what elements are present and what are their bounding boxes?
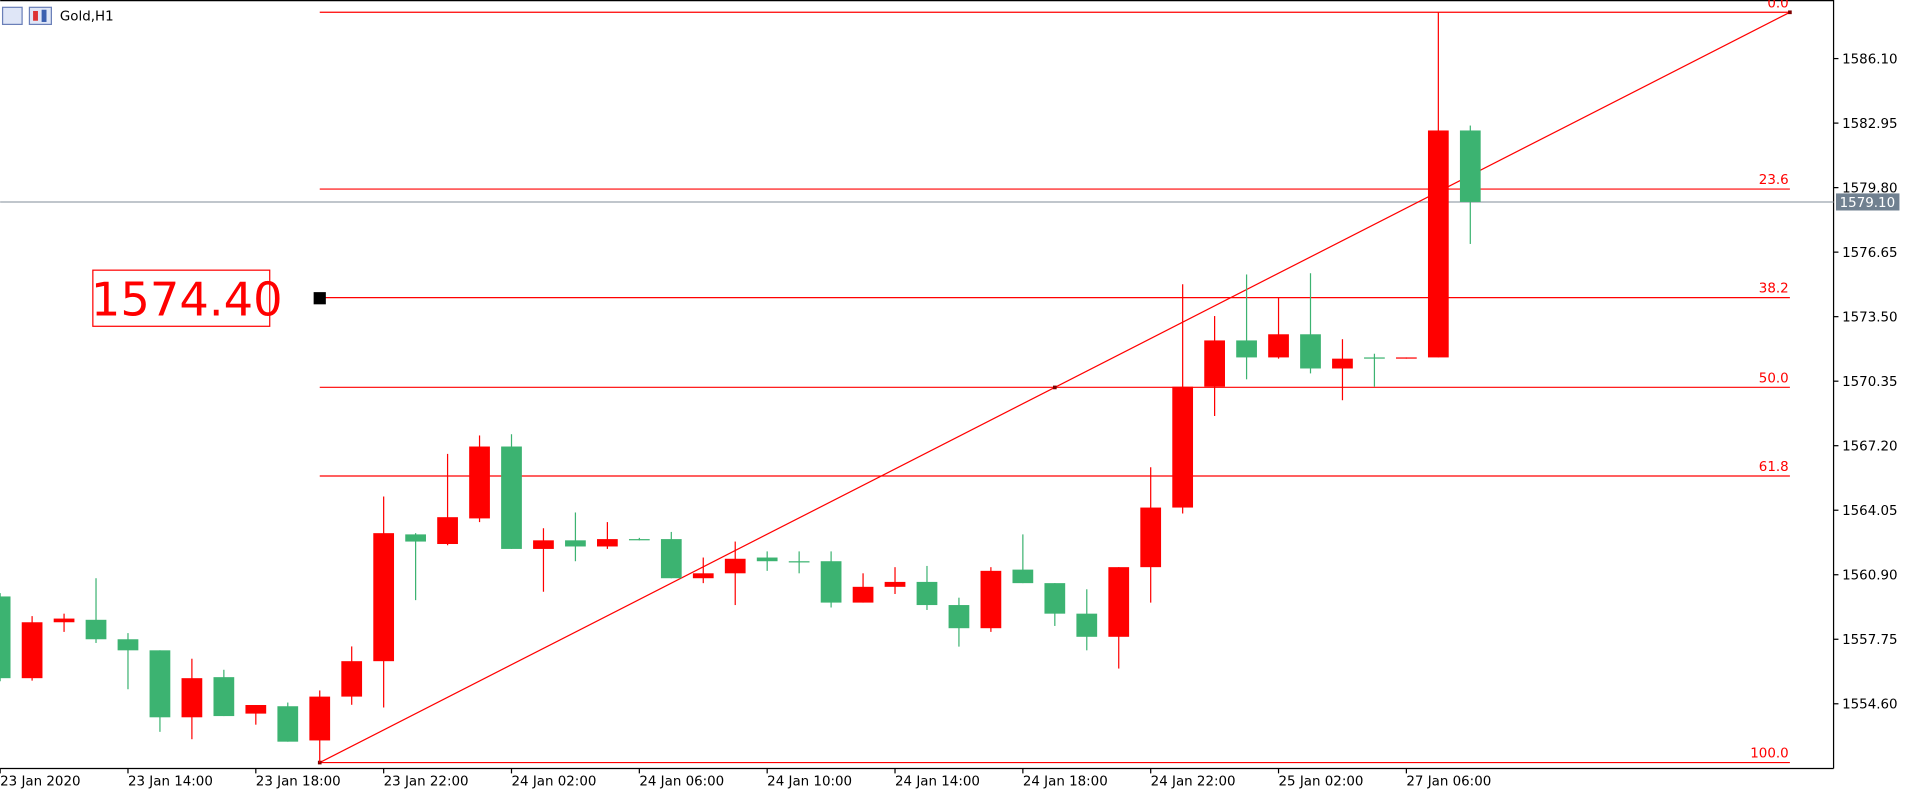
y-tick-label: 1573.50 <box>1842 311 1897 326</box>
chart-title: Gold,H1 <box>60 10 114 25</box>
candle-body <box>948 605 970 629</box>
y-tick-label: 1570.35 <box>1842 375 1897 390</box>
candle-body <box>980 570 1002 629</box>
candle-body <box>884 581 906 587</box>
fib-level-label: 0.0 <box>1767 0 1788 11</box>
candle-body <box>1076 613 1098 637</box>
candle-body <box>437 517 458 545</box>
chart-icon <box>1 6 52 26</box>
y-tick-label: 1576.65 <box>1842 246 1897 261</box>
candle-body <box>1108 567 1130 637</box>
candle-body <box>277 706 299 742</box>
candle-body <box>245 705 267 714</box>
candle-body <box>0 596 11 679</box>
x-tick-label: 24 Jan 10:00 <box>767 775 852 790</box>
candle-body <box>309 696 331 741</box>
candle-body <box>341 661 363 697</box>
candle-body <box>1332 358 1353 369</box>
y-tick-label: 1560.90 <box>1842 569 1897 584</box>
price-label-marker <box>313 292 326 305</box>
candle-body <box>53 618 75 623</box>
candle-body <box>692 573 714 579</box>
x-tick-label: 24 Jan 18:00 <box>1023 775 1108 790</box>
candle-body <box>533 540 554 549</box>
x-tick-label: 24 Jan 22:00 <box>1151 775 1236 790</box>
fib-level-label: 50.0 <box>1759 371 1789 386</box>
y-tick-label: 1582.95 <box>1842 117 1897 132</box>
candle-body <box>628 539 650 541</box>
candle-body <box>405 534 426 542</box>
candle-body <box>820 561 842 603</box>
candle-body <box>213 677 235 717</box>
candle-body <box>1459 130 1481 202</box>
candle-body <box>181 678 203 718</box>
candle-body <box>1012 569 1034 584</box>
x-tick-label: 23 Jan 14:00 <box>128 775 213 790</box>
trendline-anchor <box>1788 10 1792 15</box>
fib-level-label: 38.2 <box>1759 282 1789 297</box>
candle-body <box>501 446 522 549</box>
candle-body <box>756 557 778 562</box>
candle-body <box>117 639 139 651</box>
candle-body <box>1268 334 1289 358</box>
y-tick-label: 1564.05 <box>1842 504 1897 519</box>
candle-body <box>1204 340 1225 387</box>
x-tick-label: 24 Jan 06:00 <box>639 775 724 790</box>
fib-level-label: 23.6 <box>1759 173 1789 188</box>
trendline-anchor <box>1052 385 1057 390</box>
candle-body <box>1300 334 1321 369</box>
y-tick-label: 1579.80 <box>1842 181 1897 196</box>
candle-body <box>565 540 586 547</box>
candle-body <box>373 533 395 662</box>
x-tick-label: 24 Jan 02:00 <box>511 775 596 790</box>
candle-body <box>21 622 43 679</box>
candle-body <box>660 539 682 579</box>
x-tick-label: 27 Jan 06:00 <box>1406 775 1491 790</box>
y-tick-label: 1586.10 <box>1842 52 1897 67</box>
y-tick-label: 1557.75 <box>1842 633 1897 648</box>
candle-body <box>597 539 618 547</box>
fib-level-label: 100.0 <box>1750 747 1788 762</box>
candle-body <box>85 619 107 640</box>
candle-body <box>149 650 171 718</box>
candle-body <box>1236 340 1257 358</box>
candle-body <box>469 446 490 519</box>
candle-body <box>1140 507 1162 568</box>
candle-body <box>1396 357 1417 359</box>
fib-level-label: 61.8 <box>1759 460 1789 475</box>
y-tick-label: 1554.60 <box>1842 698 1897 713</box>
candle-body <box>1172 386 1194 508</box>
candle-body <box>852 586 874 603</box>
price-label-box <box>92 269 271 327</box>
x-tick-label: 23 Jan 2020 <box>0 775 80 790</box>
x-tick-label: 23 Jan 18:00 <box>256 775 341 790</box>
candle-body <box>788 561 810 563</box>
y-tick-label: 1567.20 <box>1842 440 1897 455</box>
candle-body <box>1364 357 1385 359</box>
candle-body <box>916 581 938 606</box>
current-price-label: 1579.10 <box>1840 196 1895 211</box>
candle-body <box>1427 130 1449 358</box>
x-tick-label: 25 Jan 02:00 <box>1279 775 1364 790</box>
x-tick-label: 23 Jan 22:00 <box>384 775 469 790</box>
current-price-box <box>1836 193 1900 211</box>
candle-body <box>724 558 746 574</box>
price-label: 1574.40 <box>91 272 283 326</box>
x-tick-label: 24 Jan 14:00 <box>895 775 980 790</box>
candle-body <box>1044 583 1066 614</box>
